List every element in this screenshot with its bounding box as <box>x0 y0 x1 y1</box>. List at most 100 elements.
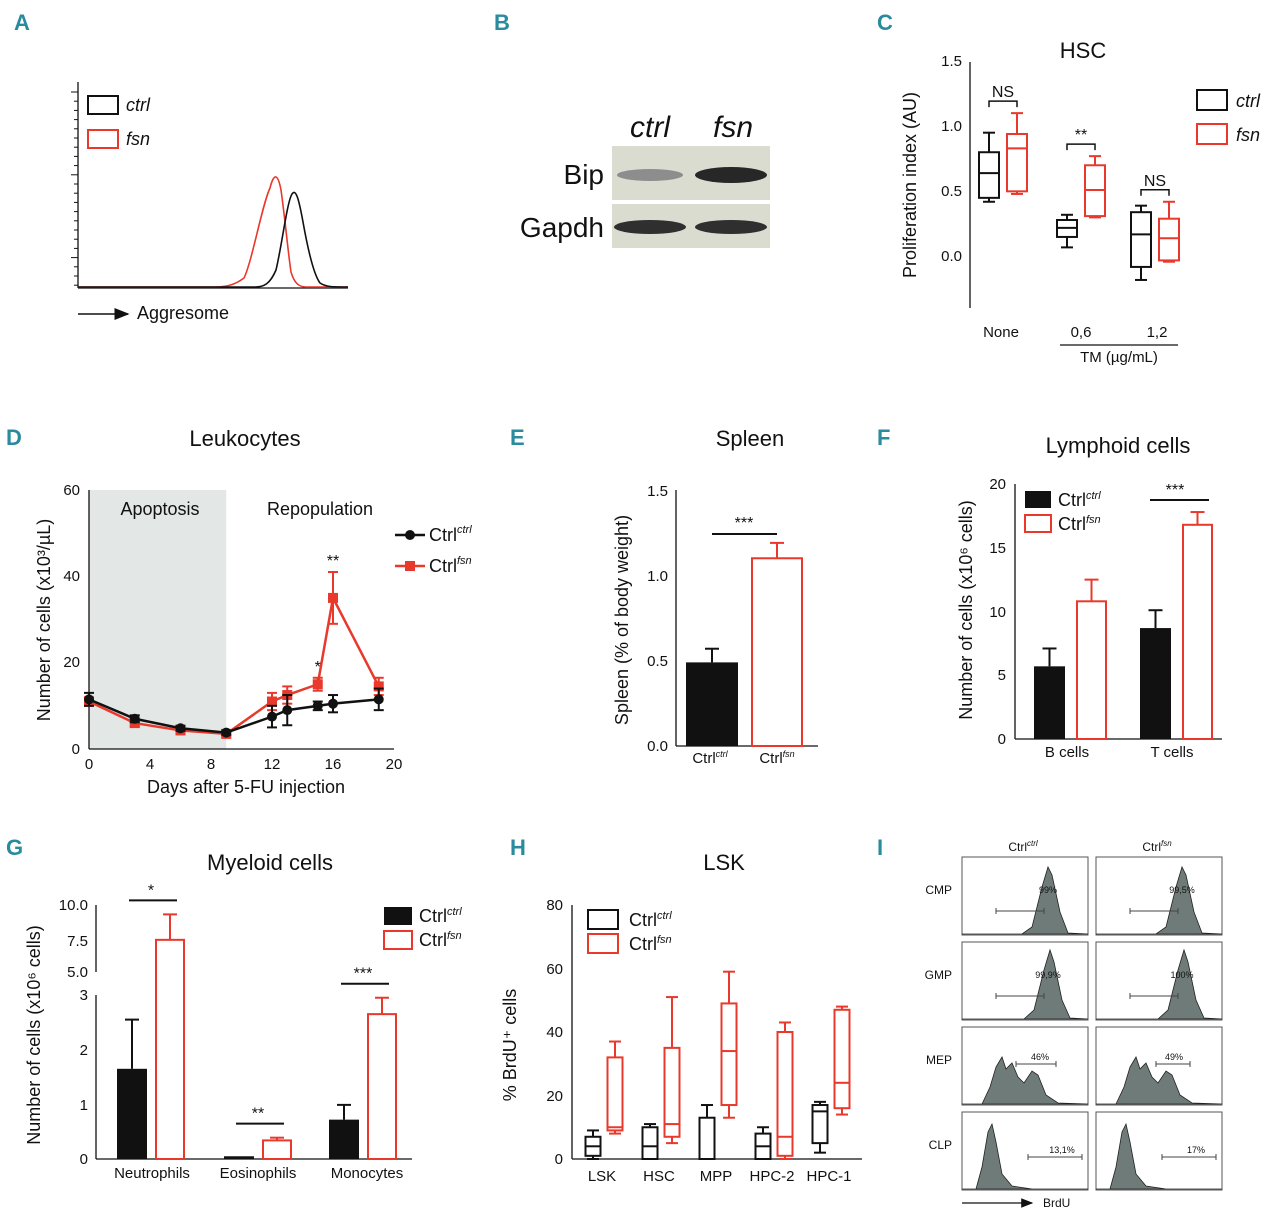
panel-f-ytick: 15 <box>989 540 1006 557</box>
panel-i-histogram <box>962 1122 1088 1190</box>
panel-h-ylabel: % BrdU⁺ cells <box>500 989 520 1102</box>
panel-e-ylabel: Spleen (% of body weight) <box>612 515 632 725</box>
legend-ctrl-marker <box>405 530 415 540</box>
legend-fsn-sup: fsn <box>657 934 672 946</box>
legend-fsn-name: Ctrl <box>1058 514 1086 534</box>
panel-c-ytick: 1.0 <box>941 118 962 135</box>
panel-g-fsn-bar <box>262 1139 292 1160</box>
panel-h-fsn-box <box>776 1031 794 1157</box>
panel-e-ytick: 1.5 <box>647 483 668 500</box>
panel-c-xtick: 1,2 <box>1147 324 1168 341</box>
legend-ctrl-swatch <box>384 907 412 925</box>
panel-a-xlabel: Aggresome <box>137 303 229 323</box>
panel-h-xtick: LSK <box>588 1168 616 1185</box>
panel-e-xtick: Ctrlctrl <box>692 749 728 767</box>
panel-d-xtick: 8 <box>207 756 215 773</box>
panel-h-ytick: 60 <box>546 961 563 978</box>
panel-c-sig-bracket <box>988 100 1018 108</box>
panel-h-ctrl-box <box>811 1104 829 1145</box>
panel-h-ytick: 80 <box>546 897 563 914</box>
panel-c-xtick: 0,6 <box>1071 324 1092 341</box>
panel-c-ctrl-box <box>978 151 1000 199</box>
panel-i-histogram <box>1096 865 1223 935</box>
panel-i: Ctrlctrl Ctrlfsn CMP 99% 99,5%GMP 99,9% 100%… <box>925 839 1223 1210</box>
apoptosis-shade <box>89 490 227 749</box>
panel-g-fsn-bar <box>155 938 185 1161</box>
panel-c-title: HSC <box>1060 38 1107 63</box>
panel-i-col-fsn-sup: fsn <box>1161 839 1172 848</box>
panel-f-ylabel: Number of cells (x10⁶ cells) <box>956 500 976 719</box>
legend-ctrl-sup: ctrl <box>1086 490 1101 502</box>
panel-f-fsn-bar <box>1182 523 1213 740</box>
panel-i-percent: 46% <box>1031 1052 1049 1062</box>
panel-i-histogram <box>962 1056 1089 1105</box>
legend-fsn-swatch <box>87 129 119 149</box>
panel-label-g: G <box>6 835 23 860</box>
panel-e-xtick-sup: fsn <box>783 749 795 759</box>
panel-label-b: B <box>494 10 510 35</box>
blot-row-gapdh: Gapdh <box>520 212 604 243</box>
panel-g-ytick-lower: 0 <box>80 1151 88 1168</box>
panel-i-grid: CMP 99% 99,5% GMP 99,9% 100% MEP 46% 49% CLP 13,1%… <box>925 856 1223 1191</box>
panel-i-row-label: CLP <box>929 1138 952 1152</box>
band-bip-ctrl <box>617 169 683 181</box>
panel-h-fsn-box <box>606 1056 624 1132</box>
panel-e-xtick-name: Ctrl <box>759 750 782 767</box>
legend-fsn-label: Ctrlfsn <box>1058 514 1101 534</box>
panel-g-ylabel: Number of cells (x10⁶ cells) <box>24 925 44 1144</box>
panel-i-histogram <box>1096 948 1223 1020</box>
blot-lane-fsn: fsn <box>713 111 753 144</box>
series-ctrl-point <box>267 711 277 722</box>
legend-fsn-label: fsn <box>126 129 150 149</box>
panel-h-xtick: HPC-2 <box>749 1168 794 1185</box>
panel-i-xlabel: BrdU <box>1043 1196 1070 1210</box>
panel-i-percent: 49% <box>1165 1052 1183 1062</box>
panel-h-ytick: 40 <box>546 1024 563 1041</box>
series-ctrl-point <box>84 694 94 705</box>
panel-i-col-fsn: Ctrlfsn <box>1142 839 1172 854</box>
legend-ctrl-name: Ctrl <box>1058 490 1086 510</box>
panel-g-ctrl-bar <box>329 1119 359 1159</box>
blot-lane-ctrl: ctrl <box>630 111 671 144</box>
panel-i-percent: 99% <box>1039 885 1057 895</box>
panel-c-ytick: 0.5 <box>941 183 962 200</box>
panel-label-d: D <box>6 425 22 450</box>
panel-c-xgroup-label: TM (µg/mL) <box>1080 349 1158 366</box>
panel-i-percent: 99,9% <box>1035 970 1061 980</box>
panel-label-e: E <box>510 425 525 450</box>
legend-ctrl-sup: ctrl <box>657 910 672 922</box>
panel-i-percent: 17% <box>1187 1145 1205 1155</box>
panel-g-sig-label: * <box>148 882 154 899</box>
panel-d-xtick: 12 <box>264 756 281 773</box>
band-gapdh-fsn <box>695 220 767 234</box>
panel-e-ytick: 1.0 <box>647 568 668 585</box>
panel-c-ytick: 0.0 <box>941 248 962 265</box>
panel-c-boxes <box>978 112 1180 281</box>
panel-g-xtick: Monocytes <box>331 1165 404 1182</box>
legend-fsn-name: Ctrl <box>429 556 457 576</box>
panel-c: HSC Proliferation index (AU) 1.5 1.0 0.5… <box>900 38 1261 366</box>
panel-d-ytick: 60 <box>63 482 80 499</box>
legend-fsn-swatch <box>1024 514 1052 533</box>
legend-ctrl-sup: ctrl <box>447 906 462 918</box>
panel-g-fsn-bar <box>367 1013 397 1161</box>
series-fsn-point <box>267 696 277 707</box>
panel-d-xtick: 0 <box>85 756 93 773</box>
histogram-ctrl <box>78 191 349 288</box>
panel-g-ytick-lower: 3 <box>80 987 88 1004</box>
legend-fsn-name: Ctrl <box>419 930 447 950</box>
panel-i-row-label: CMP <box>925 883 952 897</box>
panel-e-xtick-name: Ctrl <box>692 750 715 767</box>
panel-d-title: Leukocytes <box>189 426 300 451</box>
panel-e-title: Spleen <box>716 426 785 451</box>
panel-d-series: *** <box>84 553 384 739</box>
legend-ctrl-name: Ctrl <box>429 525 457 545</box>
panel-e-xtick: Ctrlfsn <box>759 749 794 767</box>
panel-g-sig-label: ** <box>252 1106 264 1123</box>
panel-g-bars: ****** <box>117 882 397 1161</box>
panel-h-xtick: HPC-1 <box>806 1168 851 1185</box>
panel-i-col-fsn-name: Ctrl <box>1142 840 1161 854</box>
panel-label-c: C <box>877 10 893 35</box>
panel-f-fsn-bar <box>1076 600 1107 740</box>
legend-ctrl-swatch <box>87 95 119 115</box>
